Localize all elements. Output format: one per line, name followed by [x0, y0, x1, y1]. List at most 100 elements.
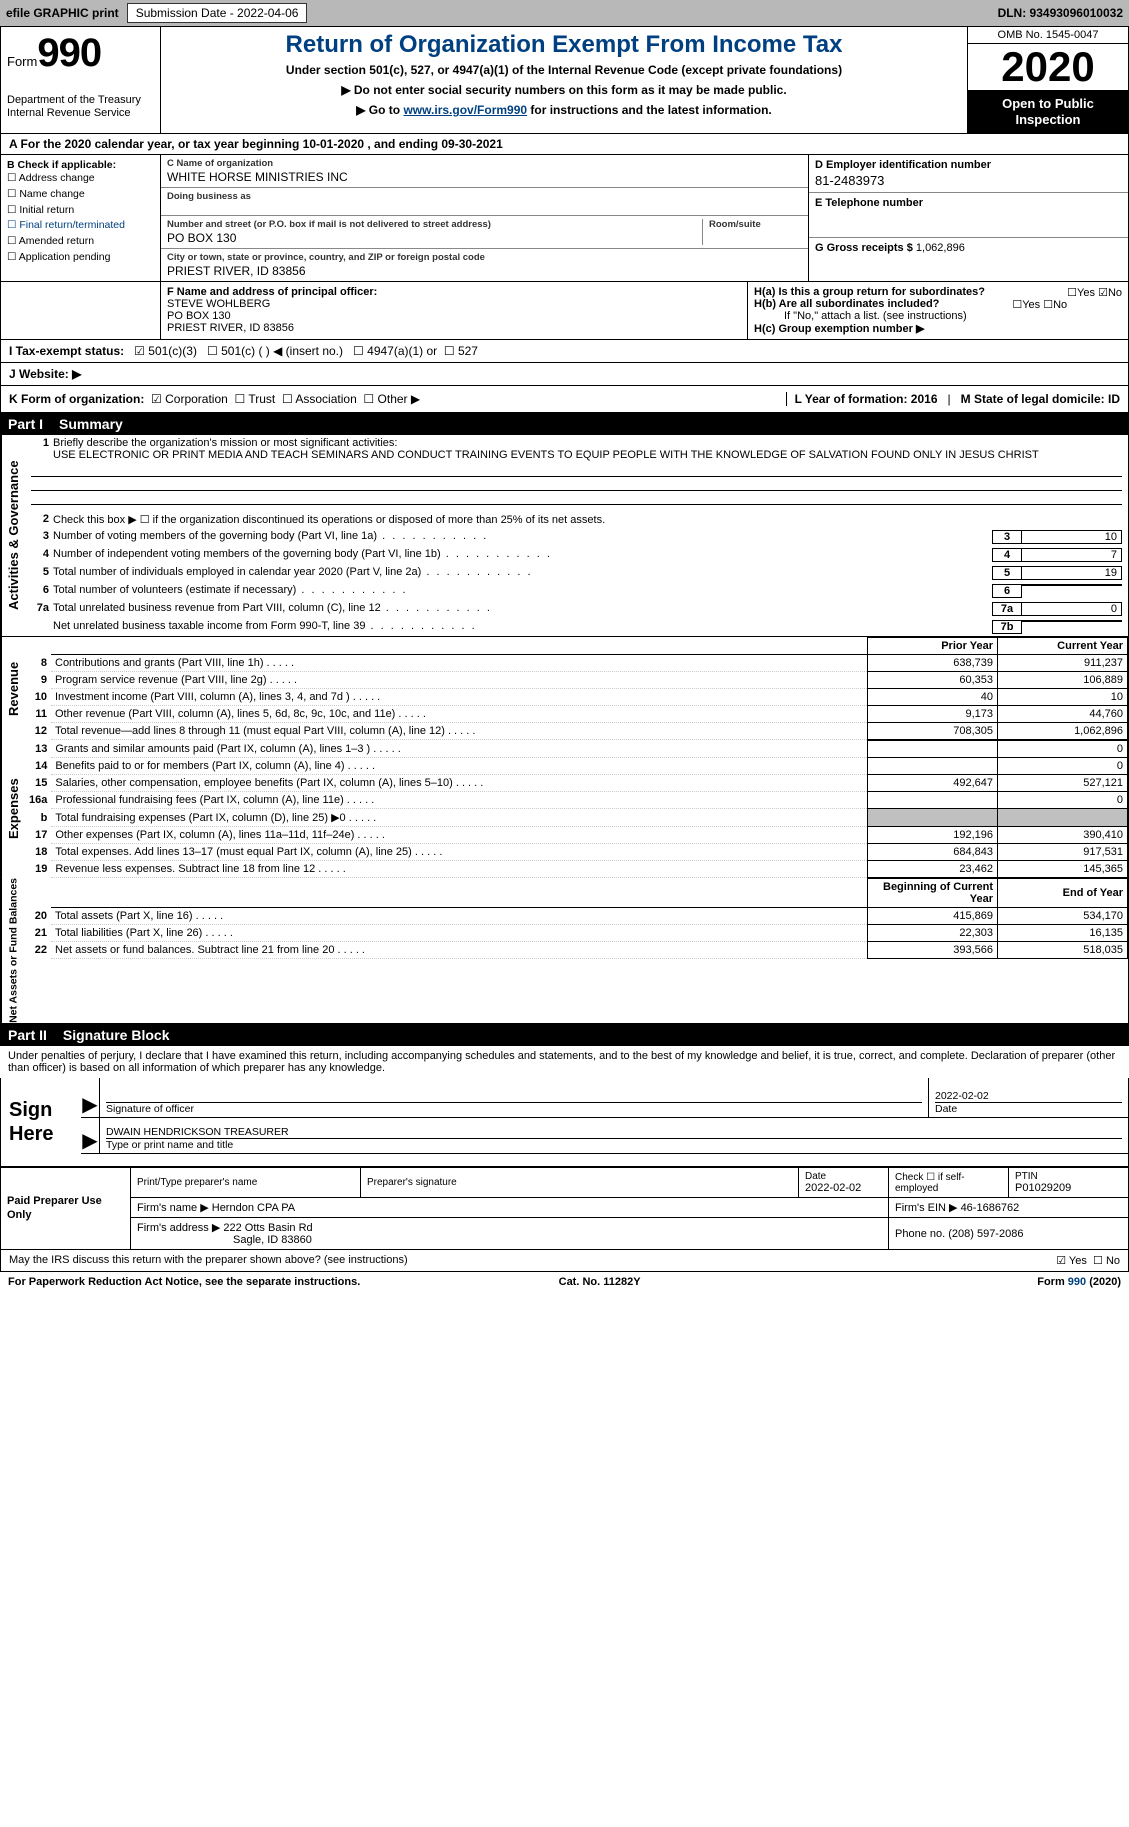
label-address: Number and street (or P.O. box if mail i… [167, 219, 702, 230]
k-assoc[interactable]: Association [295, 392, 356, 406]
hb-no[interactable]: No [1053, 299, 1067, 311]
gov-row: 3Number of voting members of the governi… [25, 528, 1128, 546]
k-other[interactable]: Other ▶ [378, 392, 421, 406]
cb-address-change[interactable]: Address change [7, 171, 154, 187]
group-return-block: H(a) Is this a group return for subordin… [748, 282, 1128, 339]
form-subtitle-1: Under section 501(c), 527, or 4947(a)(1)… [169, 63, 959, 77]
period-text: A For the 2020 calendar year, or tax yea… [9, 137, 503, 151]
col-b-header: B Check if applicable: [7, 159, 154, 171]
mission-line-1 [31, 463, 1122, 477]
table-row: 14Benefits paid to or for members (Part … [25, 758, 1128, 775]
sig-officer-label: Signature of officer [106, 1102, 922, 1115]
arrow-icon-2: ▶ [81, 1118, 99, 1153]
sig-date-label: Date [935, 1102, 1122, 1115]
gross-receipts-value: 1,062,896 [916, 242, 965, 254]
self-employed-check[interactable]: Check ☐ if self-employed [889, 1168, 1009, 1198]
discuss-text: May the IRS discuss this return with the… [9, 1254, 408, 1267]
form-subtitle-2: ▶ Do not enter social security numbers o… [169, 83, 959, 97]
ein-value: 81-2483973 [815, 173, 1122, 188]
form-title: Return of Organization Exempt From Incom… [169, 31, 959, 59]
table-row: 16aProfessional fundraising fees (Part I… [25, 792, 1128, 809]
discuss-no[interactable]: No [1106, 1255, 1120, 1267]
entity-info-section: B Check if applicable: Address change Na… [0, 155, 1129, 282]
netassets-table: Beginning of Current Year End of Year 20… [25, 878, 1128, 959]
perjury-declaration: Under penalties of perjury, I declare th… [0, 1046, 1129, 1078]
col-de-block: D Employer identification number 81-2483… [808, 155, 1128, 281]
table-row: 12Total revenue—add lines 8 through 11 (… [25, 723, 1128, 740]
form-of-org-row: K Form of organization: ☑ Corporation ☐ … [0, 386, 1129, 413]
table-row: 8Contributions and grants (Part VIII, li… [25, 655, 1128, 672]
k-trust[interactable]: Trust [248, 392, 275, 406]
form-word: Form [7, 54, 37, 69]
cb-final-return[interactable]: Final return/terminated [7, 218, 154, 234]
sign-here-label: Sign Here [1, 1078, 81, 1166]
hb-row: H(b) Are all subordinates included? ☐Yes… [754, 298, 1122, 310]
table-row: 18Total expenses. Add lines 13–17 (must … [25, 844, 1128, 861]
arrow-icon: ▶ [81, 1078, 99, 1117]
opt-501c3[interactable]: 501(c)(3) [148, 344, 197, 358]
col-current-year: Current Year [998, 638, 1128, 655]
officer-name: STEVE WOHLBERG [167, 298, 741, 310]
table-row: 13Grants and similar amounts paid (Part … [25, 741, 1128, 758]
part2-header: Part II Signature Block [0, 1024, 1129, 1046]
opt-4947[interactable]: 4947(a)(1) or [367, 344, 437, 358]
efile-label[interactable]: efile GRAPHIC print [6, 6, 119, 20]
spacer-left [1, 282, 161, 339]
ha-no[interactable]: No [1108, 287, 1122, 299]
hb-yes[interactable]: Yes [1022, 299, 1040, 311]
sig-name-value: DWAIN HENDRICKSON TREASURER [106, 1126, 1122, 1138]
table-row: bTotal fundraising expenses (Part IX, co… [25, 809, 1128, 827]
netassets-block: Net Assets or Fund Balances Beginning of… [1, 878, 1128, 1023]
k-corp[interactable]: Corporation [165, 392, 228, 406]
form-number: 990 [37, 31, 101, 75]
label-gross-receipts: G Gross receipts $ [815, 242, 913, 254]
label-m: M State of legal domicile: ID [961, 392, 1120, 406]
revenue-table: Prior Year Current Year 8Contributions a… [25, 637, 1128, 740]
hb-note: If "No," attach a list. (see instruction… [754, 310, 1122, 322]
label-telephone: E Telephone number [815, 197, 1122, 209]
cb-initial-return[interactable]: Initial return [7, 203, 154, 219]
cb-name-change[interactable]: Name change [7, 187, 154, 203]
tax-period-row: A For the 2020 calendar year, or tax yea… [0, 134, 1129, 155]
sub3-post: for instructions and the latest informat… [527, 103, 772, 117]
vlabel-gov: Activities & Governance [1, 435, 25, 636]
gov-row: Net unrelated business taxable income fr… [25, 618, 1128, 636]
sig-name-label: Type or print name and title [106, 1138, 1122, 1151]
firm-name-value: Herndon CPA PA [212, 1202, 295, 1214]
opt-527[interactable]: 527 [458, 344, 478, 358]
firm-ein-label: Firm's EIN ▶ [895, 1202, 958, 1214]
part2-num: Part II [8, 1027, 47, 1043]
table-row: 22Net assets or fund balances. Subtract … [25, 942, 1128, 959]
dept-label: Department of the Treasury Internal Reve… [7, 94, 154, 120]
header-right-block: OMB No. 1545-0047 2020 Open to Public In… [968, 27, 1128, 133]
mission-line-3 [31, 491, 1122, 505]
part1-header: Part I Summary [0, 413, 1129, 435]
table-row: 21Total liabilities (Part X, line 26) . … [25, 925, 1128, 942]
prep-name-label: Print/Type preparer's name [137, 1177, 354, 1188]
opt-501c[interactable]: 501(c) ( ) ◀ (insert no.) [221, 344, 343, 358]
col-boy: Beginning of Current Year [868, 879, 998, 908]
expenses-block: Expenses 13Grants and similar amounts pa… [1, 740, 1128, 878]
cb-application-pending[interactable]: Application pending [7, 250, 154, 266]
label-officer: F Name and address of principal officer: [167, 286, 741, 298]
q2-text: Check this box ▶ ☐ if the organization d… [53, 513, 1122, 526]
sub3-pre: ▶ Go to [356, 103, 403, 117]
label-i: I Tax-exempt status: [9, 344, 124, 358]
ha-row: H(a) Is this a group return for subordin… [754, 286, 1122, 298]
firm-name-label: Firm's name ▶ [137, 1202, 209, 1214]
part1-body: Activities & Governance 1 Briefly descri… [0, 435, 1129, 1024]
vlabel-revenue: Revenue [1, 637, 25, 740]
paid-preparer-table: Paid Preparer Use Only Print/Type prepar… [0, 1167, 1129, 1250]
label-k: K Form of organization: [9, 392, 144, 406]
label-org-name: C Name of organization [167, 158, 802, 169]
ptin-value: P01029209 [1015, 1182, 1122, 1194]
page-footer: For Paperwork Reduction Act Notice, see … [0, 1272, 1129, 1292]
label-room: Room/suite [709, 219, 802, 230]
discuss-yes[interactable]: Yes [1069, 1255, 1087, 1267]
part1-title: Summary [59, 416, 123, 432]
cb-amended[interactable]: Amended return [7, 234, 154, 250]
signature-section: Sign Here ▶ Signature of officer 2022-02… [0, 1078, 1129, 1167]
form990-link[interactable]: www.irs.gov/Form990 [403, 103, 527, 117]
ha-yes[interactable]: Yes [1077, 287, 1095, 299]
officer-group-section: F Name and address of principal officer:… [0, 282, 1129, 340]
